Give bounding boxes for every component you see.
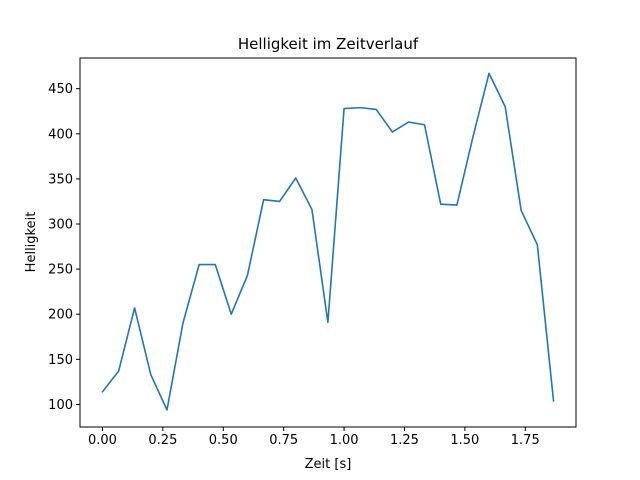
x-axis-title: Zeit [s]: [305, 457, 352, 472]
x-tick-label: 1.50: [450, 433, 479, 448]
y-tick-label: 150: [48, 353, 73, 368]
y-tick-label: 250: [48, 263, 73, 278]
y-axis-title: Helligkeit: [24, 212, 39, 273]
x-tick-label: 0.75: [269, 433, 298, 448]
y-tick-label: 300: [48, 218, 73, 233]
series-line-0: [101, 72, 555, 411]
y-tick-label: 350: [48, 172, 73, 187]
plot-background: [80, 58, 576, 427]
x-tick-label: 1.25: [390, 433, 419, 448]
x-tick-label: 0.00: [88, 433, 117, 448]
x-tick-label: 1.00: [330, 433, 359, 448]
x-tick-label: 0.50: [209, 433, 238, 448]
chart-title: Helligkeit im Zeitverlauf: [238, 35, 419, 53]
x-tick-label: 0.25: [148, 433, 177, 448]
y-tick-label: 100: [48, 398, 73, 413]
y-tick-label: 450: [48, 82, 73, 97]
x-tick-label: 1.75: [511, 433, 540, 448]
plot-frame: [79, 57, 577, 428]
y-tick-label: 200: [48, 308, 73, 323]
y-tick-label: 400: [48, 127, 73, 142]
